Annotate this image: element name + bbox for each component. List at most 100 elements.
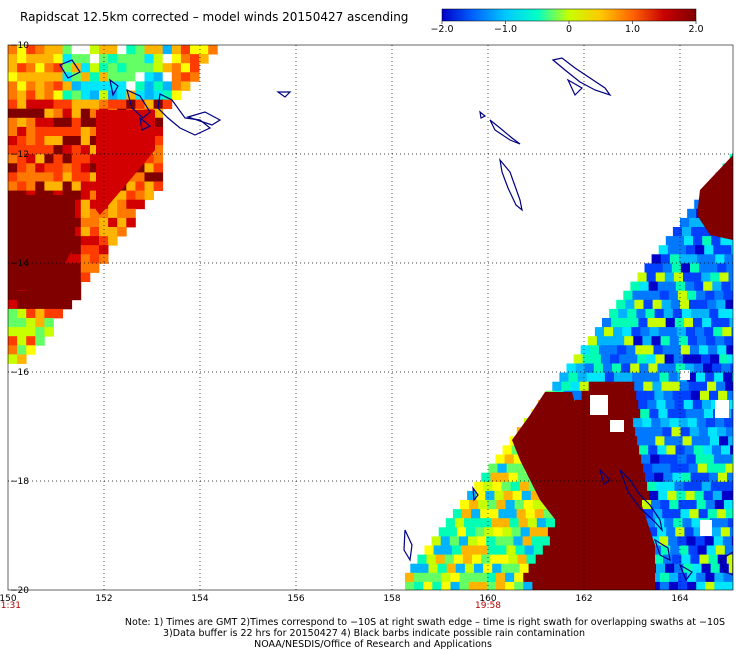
swath-cell	[26, 136, 36, 146]
swath-cell	[656, 399, 666, 410]
swath-cell	[17, 81, 27, 91]
swath-cell	[577, 572, 588, 583]
swath-cell	[35, 136, 45, 146]
swath-cell	[706, 254, 716, 264]
graticule	[8, 45, 733, 590]
swath-cell	[53, 108, 63, 119]
swath-cell	[638, 399, 648, 410]
swath-cell	[35, 299, 45, 310]
swath-cell	[549, 536, 560, 546]
swath-cell	[684, 527, 694, 537]
swath-cell	[8, 126, 18, 137]
swath-cell	[588, 381, 599, 392]
swath-cell	[706, 336, 716, 346]
swath-cell	[71, 263, 82, 273]
swath-cell	[637, 436, 647, 446]
swath-cell	[615, 336, 625, 346]
coastline	[472, 485, 479, 502]
swath-cell	[8, 72, 18, 82]
swath-cell	[26, 181, 36, 191]
swath-cell	[561, 545, 571, 555]
swath-cell	[17, 299, 27, 310]
swath-cell	[572, 390, 582, 401]
swath-cell	[690, 263, 700, 273]
swath-cell	[481, 554, 491, 565]
swath-cell	[26, 308, 36, 319]
swath-cell	[513, 454, 524, 464]
swath-cell	[53, 117, 63, 128]
swath-cell	[473, 518, 483, 528]
swath-cell	[670, 381, 681, 392]
swath-cell	[673, 354, 684, 364]
latitude-labels: −10 −12 −14 −16 −18 −20	[10, 41, 29, 596]
swath-cell	[697, 254, 707, 264]
swath-cell	[654, 554, 664, 565]
swath-cell	[62, 90, 73, 100]
coastlines	[59, 57, 733, 582]
swath-cell	[35, 154, 45, 164]
swath-cell	[17, 54, 27, 64]
swath-cell	[428, 563, 438, 574]
swath-cell	[44, 327, 54, 337]
swath-cell	[62, 99, 73, 110]
swath-cell	[657, 281, 668, 292]
swath-cell	[633, 418, 643, 428]
swath-cell	[721, 281, 731, 292]
swath-cell	[126, 90, 136, 100]
swath-cell	[600, 436, 611, 446]
swath-cell	[35, 126, 45, 137]
swath-cell	[724, 336, 733, 346]
swath-cell	[162, 99, 173, 110]
swath-cell	[638, 318, 648, 328]
swath-cell	[635, 345, 645, 355]
swath-cell	[580, 345, 591, 355]
swath-cell	[537, 563, 548, 574]
coastline	[109, 78, 119, 97]
swath-cell	[62, 181, 73, 191]
no-data-gap	[700, 520, 712, 536]
swath-cell	[516, 509, 527, 519]
swath-cell	[71, 254, 82, 264]
swath-cell	[89, 72, 100, 82]
swath-cell	[484, 527, 494, 537]
swath-cell	[662, 345, 673, 355]
swath-cell	[190, 63, 200, 73]
swath-cell	[683, 399, 694, 410]
swath-cell	[89, 163, 100, 173]
swath-cell	[490, 472, 500, 483]
swath-cell	[433, 545, 444, 555]
swath-cell	[80, 272, 91, 282]
swath-cell	[699, 472, 710, 483]
swath-cell	[89, 181, 100, 191]
swath-cell	[610, 399, 621, 410]
swath-cell	[703, 363, 713, 373]
swath-cell	[704, 454, 715, 464]
coastline	[403, 529, 413, 562]
swath-time-label: 21:31	[0, 601, 21, 611]
swath-cell	[661, 381, 671, 392]
swath-cell	[728, 436, 733, 446]
swath-cell	[687, 500, 697, 510]
swath-cell	[17, 290, 27, 301]
swath-cell	[518, 518, 529, 528]
swath-cell	[135, 181, 145, 191]
swath-cell	[80, 72, 91, 82]
swath-cell	[135, 81, 145, 91]
swath-cell	[673, 436, 683, 446]
swath-cell	[470, 545, 480, 555]
swath-cell	[686, 454, 697, 464]
swath-cell	[135, 63, 145, 73]
swath-cell	[610, 354, 620, 364]
swath-cell	[720, 527, 731, 537]
swath-cell	[108, 199, 118, 210]
swath-cell	[687, 336, 698, 346]
swath-cell	[477, 581, 488, 590]
swath-cell	[8, 81, 18, 91]
swath-cell	[99, 90, 109, 100]
swath-cell	[495, 536, 505, 546]
swath-cell	[35, 90, 45, 100]
swath-cell	[627, 308, 637, 319]
swath-cell	[664, 354, 675, 364]
swath-cell	[545, 518, 556, 528]
swath-cell	[653, 345, 663, 355]
